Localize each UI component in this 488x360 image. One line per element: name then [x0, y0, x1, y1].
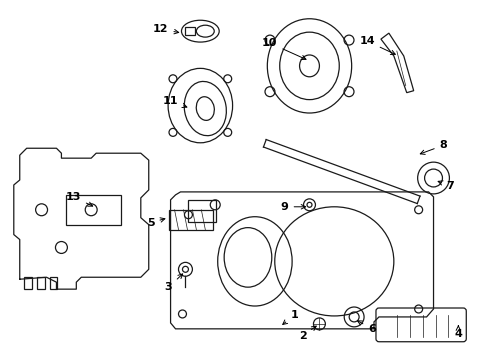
Text: 1: 1	[282, 310, 298, 324]
Text: 6: 6	[357, 321, 375, 334]
Bar	[66, 195, 121, 225]
Text: 5: 5	[146, 218, 164, 228]
Text: 7: 7	[437, 181, 453, 191]
Text: 10: 10	[262, 38, 305, 59]
Text: 9: 9	[280, 202, 305, 212]
Bar	[185, 27, 195, 35]
Text: 14: 14	[359, 36, 394, 54]
Text: 4: 4	[453, 326, 461, 339]
Text: 2: 2	[298, 326, 316, 341]
Bar	[188, 200, 216, 222]
Bar	[168, 210, 213, 230]
Bar	[37, 277, 44, 289]
Text: 13: 13	[65, 192, 92, 206]
Text: 3: 3	[164, 274, 183, 292]
Bar	[24, 277, 32, 289]
Text: 11: 11	[163, 96, 186, 108]
Text: 8: 8	[419, 140, 447, 154]
Text: 12: 12	[153, 24, 178, 34]
Bar	[49, 277, 57, 289]
